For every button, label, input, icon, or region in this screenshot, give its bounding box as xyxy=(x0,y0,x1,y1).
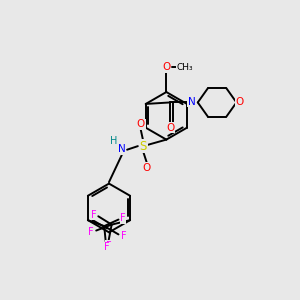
Text: N: N xyxy=(118,144,126,154)
Text: N: N xyxy=(188,97,196,107)
Text: N: N xyxy=(188,97,196,107)
Text: CH₃: CH₃ xyxy=(176,63,193,72)
Text: O: O xyxy=(166,123,174,133)
Text: O: O xyxy=(137,119,145,129)
Text: O: O xyxy=(142,163,151,173)
Text: O: O xyxy=(162,62,170,72)
Text: F: F xyxy=(121,231,127,241)
Text: F: F xyxy=(104,242,110,253)
Text: F: F xyxy=(106,241,112,251)
Text: F: F xyxy=(88,227,94,237)
Text: S: S xyxy=(140,140,147,153)
Text: F: F xyxy=(120,213,126,223)
Text: O: O xyxy=(235,98,244,107)
Text: F: F xyxy=(91,210,97,220)
Text: H: H xyxy=(110,136,117,146)
